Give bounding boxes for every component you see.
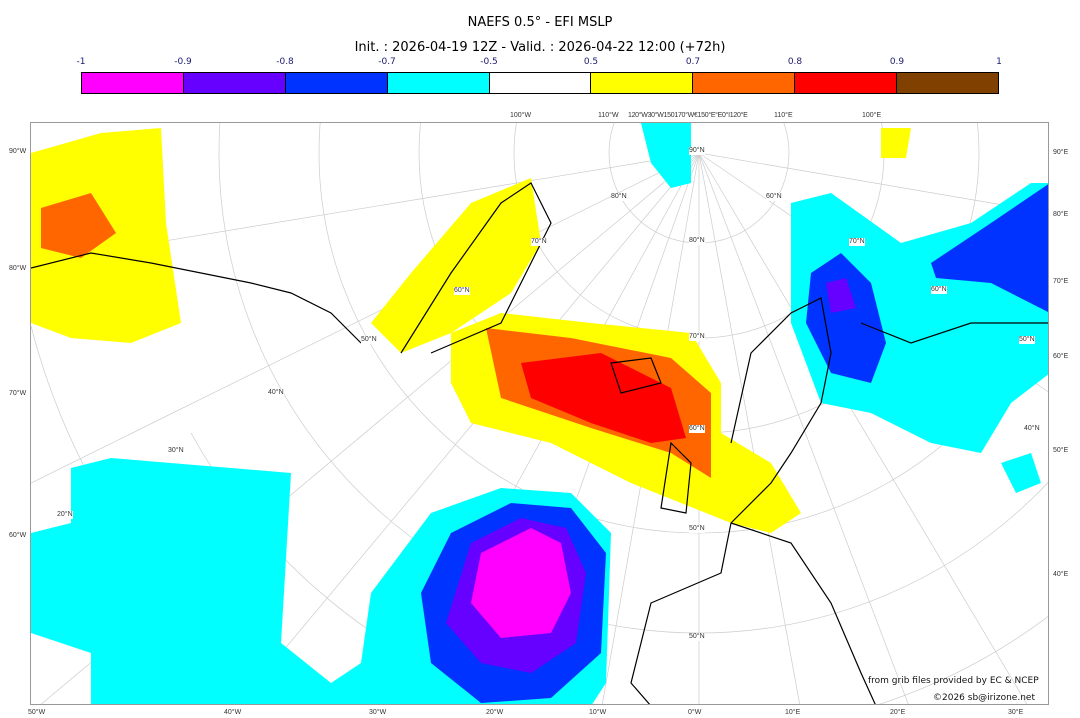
red-area xyxy=(521,353,686,443)
colorbar-swatch xyxy=(591,73,694,93)
latitude-label: 30°N xyxy=(168,447,184,455)
colorbar-tick: -0.8 xyxy=(276,57,294,67)
coastlines xyxy=(31,182,1048,704)
colorbar-swatch xyxy=(183,73,286,93)
top-axis-label: 120°W30°W150170°W€150°E°E0°I120°E xyxy=(628,112,748,119)
colorbar-tick: 1 xyxy=(996,57,1002,67)
bottom-axis-label: 50°W xyxy=(28,709,46,716)
colorbar-tick: 0.8 xyxy=(787,57,803,67)
bottom-axis-label: 20°E xyxy=(890,709,906,716)
right-axis-label: 50°E xyxy=(1053,447,1069,454)
top-axis-label: 110°E xyxy=(774,112,793,119)
latitude-label: 50°N xyxy=(1019,336,1035,344)
latitude-label: 90°N xyxy=(689,147,705,155)
latitude-label: 60°N xyxy=(931,286,947,294)
latitude-label: 80°N xyxy=(689,237,705,245)
right-axis-label: 90°E xyxy=(1053,149,1069,156)
left-axis-label: 90°W xyxy=(9,148,27,155)
left-axis-label: 60°W xyxy=(9,532,27,539)
colorbar xyxy=(81,72,999,94)
colorbar-swatch xyxy=(693,73,796,93)
bottom-axis-label: 30°W xyxy=(369,709,387,716)
map-panel[interactable]: 90°N 80°N 70°N 60°N 50°N 40°N 30°N 20°N 80°N 70°N… xyxy=(30,122,1049,705)
colorbar-tick: -0.7 xyxy=(378,57,396,67)
colorbar-tick: -0.5 xyxy=(480,57,498,67)
latitude-label: 60°N xyxy=(766,193,782,201)
latitude-label: 70°N xyxy=(689,333,705,341)
latitude-label: 70°N xyxy=(531,238,547,246)
colorbar-swatch xyxy=(489,73,592,93)
colorbar-tick: -1 xyxy=(76,57,86,67)
latitude-label: 70°N xyxy=(849,238,865,246)
latitude-label: 20°N xyxy=(57,511,73,519)
bottom-axis-label: 10°W xyxy=(589,709,607,716)
colorbar-swatch xyxy=(82,73,184,93)
efi-field xyxy=(31,123,1048,704)
map-title: NAEFS 0.5° - EFI MSLP xyxy=(467,15,613,30)
right-axis-label: 60°E xyxy=(1053,353,1069,360)
bottom-axis-label: 40°W xyxy=(224,709,242,716)
latitude-label: 80°N xyxy=(611,193,627,201)
left-axis-label: 70°W xyxy=(9,390,27,397)
latitude-label: 60°N xyxy=(454,287,470,295)
copyright-credit: ©2026 sb@irizone.net xyxy=(933,693,1035,703)
top-axis-label: 100°E xyxy=(862,112,882,119)
latitude-label: 40°N xyxy=(268,389,284,397)
right-axis-label: 70°E xyxy=(1053,278,1069,285)
right-axis-label: 40°E xyxy=(1053,571,1069,578)
data-source-credit: from grib files provided by EC & NCEP xyxy=(868,676,1039,686)
bottom-axis-label: 20°W xyxy=(486,709,504,716)
map-subtitle: Init. : 2026-04-19 12Z - Valid. : 2026-0… xyxy=(354,40,726,55)
colorbar-tick: 0.9 xyxy=(889,57,905,67)
colorbar-tick: 0.5 xyxy=(583,57,599,67)
right-axis-label: 80°E xyxy=(1053,211,1069,218)
colorbar-swatch xyxy=(285,73,388,93)
top-axis-label: 100°W xyxy=(510,112,532,119)
colorbar-swatch xyxy=(387,73,490,93)
bottom-axis-label: 0°W xyxy=(688,709,702,716)
latitude-label: 40°N xyxy=(1024,425,1040,433)
top-axis-label: 110°W xyxy=(598,112,619,119)
latitude-label: 50°N xyxy=(689,525,705,533)
colorbar-swatch xyxy=(795,73,898,93)
bottom-axis-label: 10°E xyxy=(785,709,801,716)
latitude-label: 60°N xyxy=(689,425,705,433)
colorbar-tick: 0.7 xyxy=(685,57,701,67)
magenta-area xyxy=(471,528,571,638)
bottom-axis-label: 30°E xyxy=(1008,709,1024,716)
left-axis-label: 80°W xyxy=(9,265,27,272)
latitude-label: 50°N xyxy=(361,336,377,344)
latitude-label: 50°N xyxy=(689,633,705,641)
colorbar-swatch xyxy=(897,73,999,93)
colorbar-tick: -0.9 xyxy=(174,57,192,67)
